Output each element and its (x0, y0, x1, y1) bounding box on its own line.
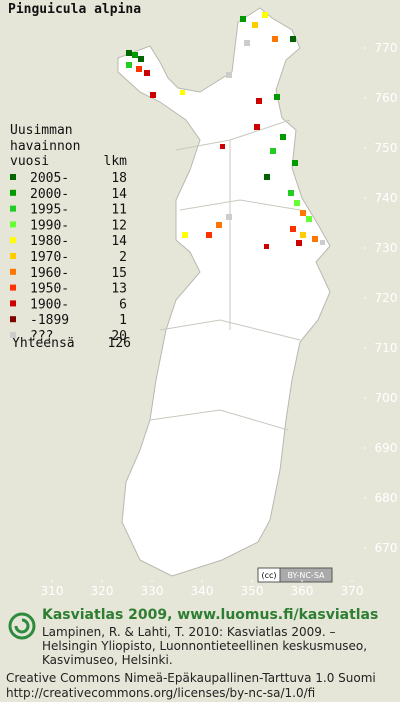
legend-swatch (10, 189, 16, 196)
legend-count: 14 (111, 234, 127, 249)
legend-swatch (10, 332, 16, 338)
logo (8, 612, 36, 640)
legend-label: 1900- (30, 297, 69, 312)
y-tick-label: 770 (375, 41, 398, 55)
legend-label: 2005- (30, 171, 69, 186)
legend-heading: Uusimman (10, 123, 73, 138)
legend-count: 14 (111, 187, 127, 202)
legend-label: 1950- (30, 282, 69, 297)
x-tick-label: 360 (291, 584, 314, 598)
y-tick-label: 740 (375, 191, 398, 205)
legend-swatch (10, 300, 16, 307)
legend-swatch (10, 205, 16, 212)
legend-count: 2 (119, 250, 127, 265)
legend-column: vuosi (10, 154, 49, 169)
legend-swatch (10, 221, 16, 228)
x-tick-label: 320 (91, 584, 114, 598)
citation: Lampinen, R. & Lahti, T. 2010: Kasviatla… (42, 625, 336, 639)
x-tick-label: 350 (241, 584, 264, 598)
site-link[interactable]: Kasviatlas 2009, www.luomus.fi/kasviatla… (42, 607, 378, 623)
legend-swatch (10, 316, 16, 323)
x-tick-label: 330 (141, 584, 164, 598)
legend-swatch (10, 253, 16, 259)
legend-column: lkm (104, 154, 128, 169)
y-tick-label: 710 (375, 341, 398, 355)
license: Creative Commons Nimeä-Epäkaupallinen-Ta… (6, 671, 376, 685)
legend-label: 2000- (30, 187, 69, 202)
legend-label: 1970- (30, 250, 69, 265)
x-tick-label: 340 (191, 584, 214, 598)
legend-total-label: Yhteensä (12, 336, 75, 351)
legend-label: ??? (30, 329, 53, 344)
legend-swatch (10, 237, 16, 244)
legend-count: 12 (111, 218, 127, 233)
y-tick-label: 700 (375, 391, 398, 405)
legend-swatch (10, 284, 16, 291)
cc-badge: (cc) BY-NC-SA (257, 567, 333, 583)
badge-text: BY-NC-SA (287, 571, 325, 580)
finland-outline (117, 7, 331, 577)
legend-swatch (10, 174, 16, 180)
legend-count: 18 (111, 171, 127, 186)
legend-count: 20 (111, 329, 127, 344)
legend-count: 6 (119, 297, 127, 312)
y-tick-label: 750 (375, 141, 398, 155)
citation: Kasvimuseo, Helsinki. (42, 653, 173, 667)
legend-label: 1995- (30, 203, 69, 218)
legend-count: 1 (119, 313, 127, 328)
legend-label: 1960- (30, 266, 69, 281)
y-tick-label: 690 (375, 441, 398, 455)
observation-squares (126, 12, 325, 249)
y-tick-label: 680 (375, 491, 398, 505)
legend-count: 15 (111, 266, 127, 281)
legend-count: 13 (111, 282, 127, 297)
legend-label: 1980- (30, 234, 69, 249)
legend-heading: havainnon (10, 139, 80, 154)
x-tick-label: 370 (341, 584, 364, 598)
map-title: Pinguicula alpina (8, 2, 141, 17)
legend-label: 1990- (30, 218, 69, 233)
legend-count: 11 (111, 203, 127, 218)
y-tick-label: 760 (375, 91, 398, 105)
y-tick-label: 670 (375, 541, 398, 555)
svg-text:(cc): (cc) (261, 571, 276, 580)
legend-swatch (10, 268, 16, 275)
y-tick-label: 720 (375, 291, 398, 305)
citation: Helsingin Yliopisto, Luonnontieteellinen… (42, 639, 367, 653)
legend-label: -1899 (30, 313, 69, 328)
license-url[interactable]: http://creativecommons.org/licenses/by-n… (6, 686, 315, 700)
y-tick-label: 730 (375, 241, 398, 255)
x-tick-label: 310 (41, 584, 64, 598)
region-borders (149, 119, 301, 431)
legend-total: 126 (108, 336, 131, 351)
